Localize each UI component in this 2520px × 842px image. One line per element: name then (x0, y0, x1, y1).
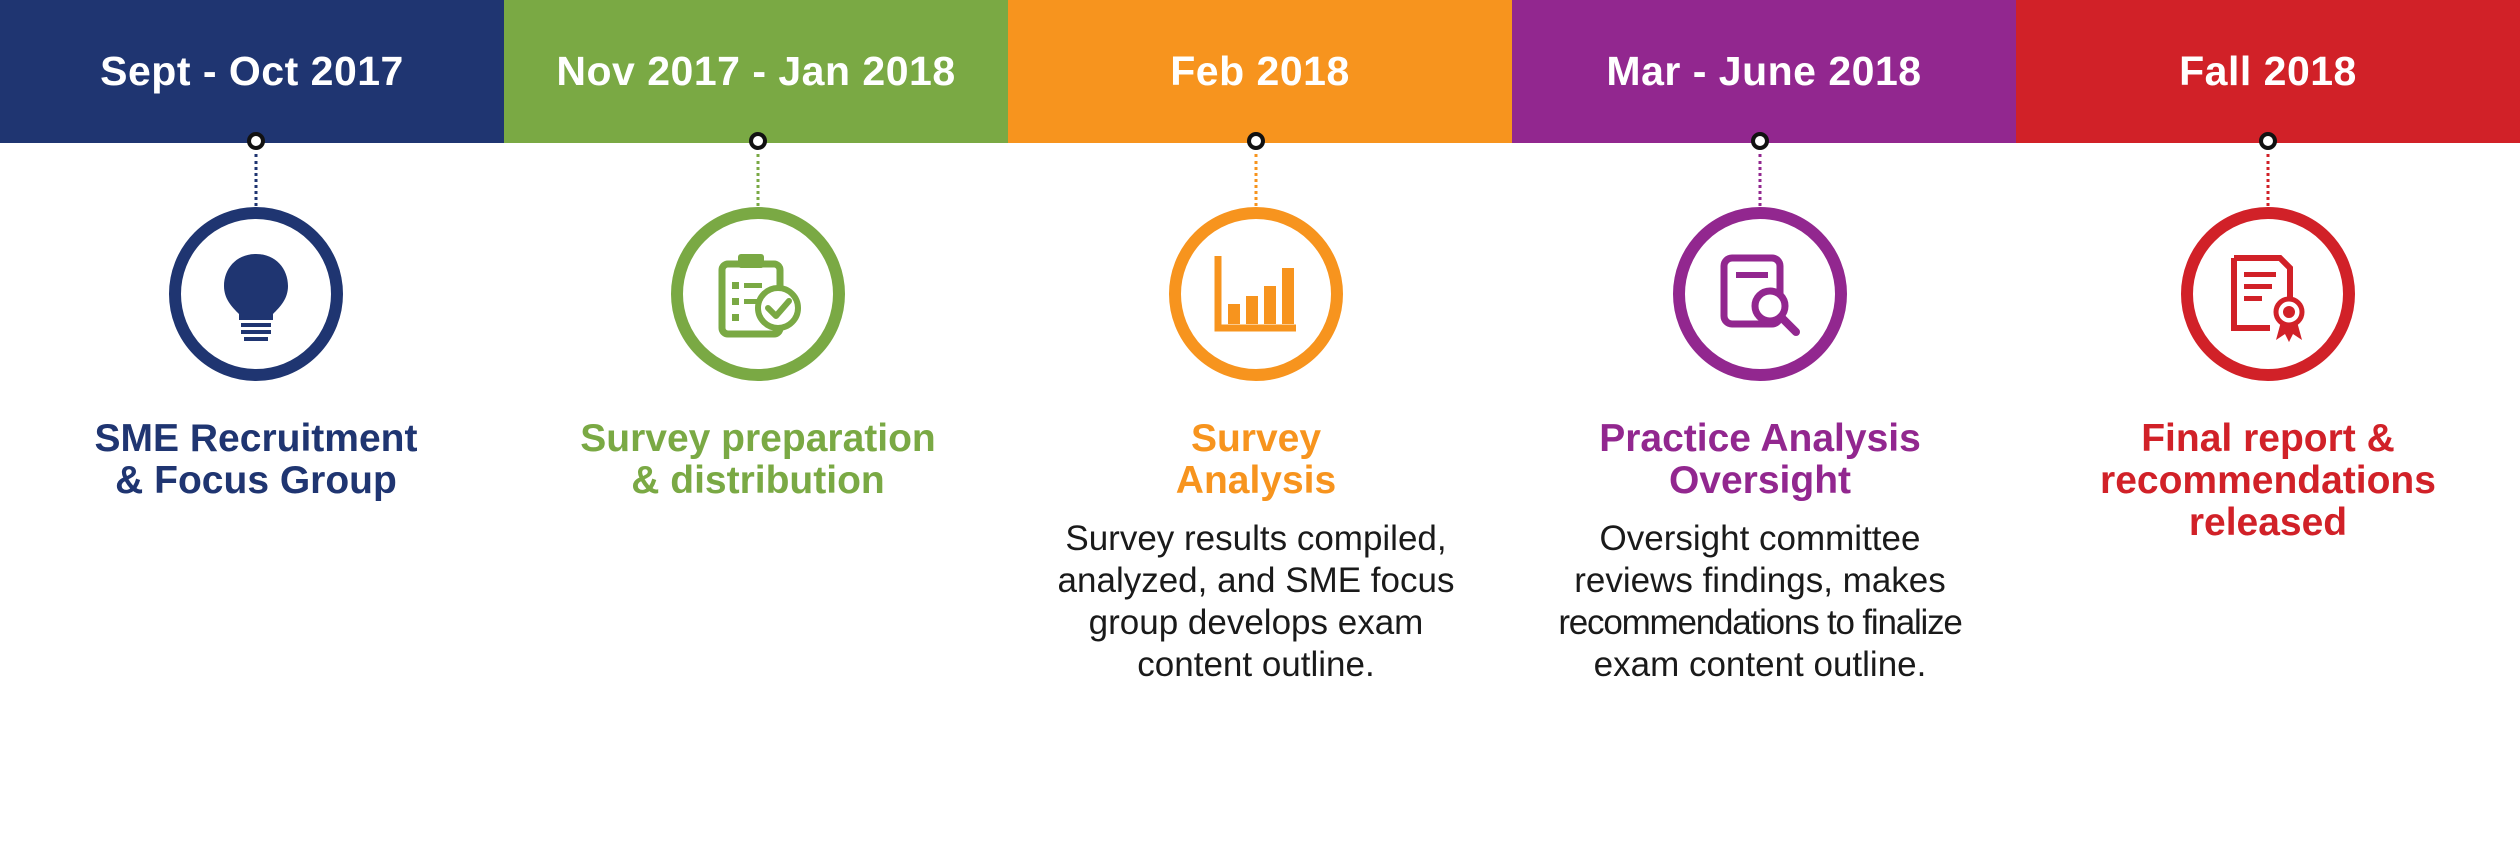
phase-1-title: SME Recruitment & Focus Group (94, 417, 418, 502)
phase-3-connector (1254, 154, 1258, 206)
phase-1: Sept - Oct 2017 SME Recruitment & Focus … (0, 0, 504, 842)
phase-3-title: Survey Analysis (1175, 417, 1337, 502)
phase-4: Mar - June 2018 Practice Analysis Oversi… (1512, 0, 2016, 842)
phase-1-icon-ring (169, 207, 343, 381)
phase-5: Fall 2018 Final report & recommendations… (2016, 0, 2520, 842)
phase-4-description: Oversight committee reviews findings, ma… (1558, 519, 1963, 684)
phase-5-date-band: Fall 2018 (2016, 0, 2520, 143)
lightbulb-icon (224, 254, 288, 341)
phase-5-title: Final report & recommendations released (2100, 417, 2436, 544)
phase-2-connector (756, 154, 760, 206)
phase-2-icon-ring (671, 207, 845, 381)
phase-3-date: Feb 2018 (1170, 48, 1350, 94)
phase-1-node (247, 132, 265, 150)
phase-4-title: Practice Analysis Oversight (1599, 417, 1921, 502)
certificate-icon (2231, 255, 2305, 342)
phase-5-connector (2266, 154, 2270, 206)
phase-5-icon-ring (2181, 207, 2355, 381)
phase-2-node (749, 132, 767, 150)
clipboard-check-icon (718, 254, 801, 338)
phase-4-node (1751, 132, 1769, 150)
phase-1-date-band: Sept - Oct 2017 (0, 0, 504, 143)
phase-1-connector (254, 154, 258, 206)
phase-2-date: Nov 2017 - Jan 2018 (556, 48, 956, 94)
phase-2-title: Survey preparation & distribution (580, 417, 936, 502)
phase-3-description: Survey results compiled, analyzed, and S… (1057, 519, 1455, 684)
phase-2: Nov 2017 - Jan 2018 Survey preparation &… (504, 0, 1008, 842)
document-search-icon (1720, 254, 1800, 336)
phase-5-node (2259, 132, 2277, 150)
phase-4-icon-ring (1673, 207, 1847, 381)
phase-3: Feb 2018 Survey Analysis Survey results … (1008, 0, 1512, 842)
phase-3-icon-ring (1169, 207, 1343, 381)
phase-4-date: Mar - June 2018 (1606, 48, 1922, 94)
phase-4-connector (1758, 154, 1762, 206)
phase-3-node (1247, 132, 1265, 150)
phase-2-date-band: Nov 2017 - Jan 2018 (504, 0, 1008, 143)
bar-chart-icon (1214, 256, 1296, 332)
phase-3-date-band: Feb 2018 (1008, 0, 1512, 143)
phase-5-date: Fall 2018 (2179, 48, 2357, 94)
phase-4-date-band: Mar - June 2018 (1512, 0, 2016, 143)
phase-1-date: Sept - Oct 2017 (100, 48, 404, 94)
